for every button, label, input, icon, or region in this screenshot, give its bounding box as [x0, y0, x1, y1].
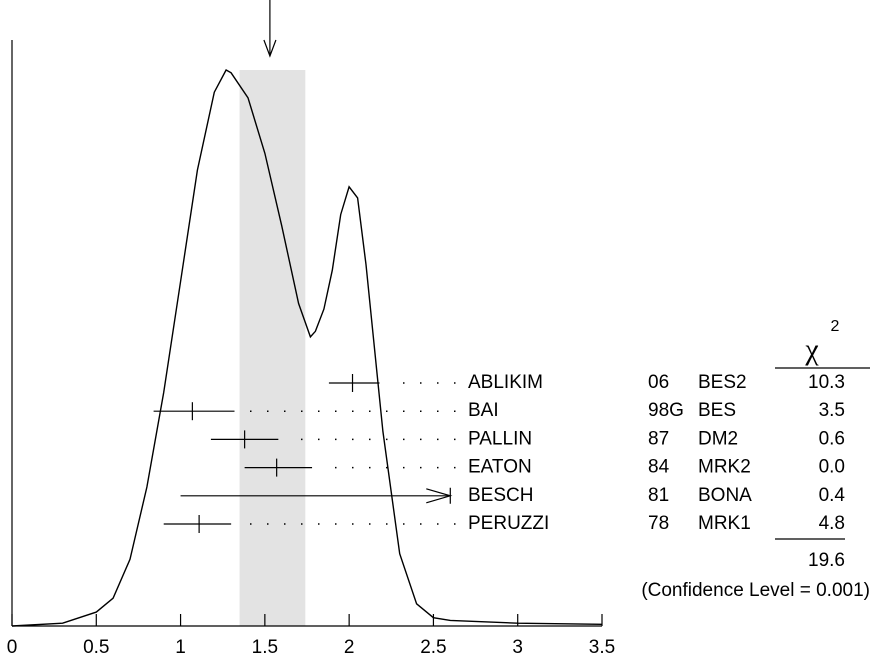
chi2-power: 2 — [831, 318, 840, 335]
x-tick-label: 3.5 — [589, 637, 615, 658]
name: BESCH — [468, 485, 533, 506]
ideogram-curve — [11, 69, 603, 627]
experiment: BES — [698, 400, 736, 421]
experiment: MRK1 — [698, 513, 751, 534]
average-band — [239, 70, 306, 626]
arrowhead — [426, 487, 453, 504]
x-tick-label: 0 — [7, 637, 18, 658]
x-tick-label: 3 — [512, 637, 523, 658]
chi2-total: 19.6 — [808, 550, 845, 571]
name: EATON — [468, 457, 532, 478]
x-tick-label: 2 — [344, 637, 355, 658]
year: 84 — [648, 457, 670, 478]
year: 81 — [648, 485, 669, 506]
x-tick-label: 2.5 — [420, 637, 446, 658]
chi2-symbol: χ — [804, 333, 819, 366]
x-tick-label: 1 — [175, 637, 186, 658]
name: BAI — [468, 400, 499, 421]
confidence-level: (Confidence Level = 0.001) — [641, 580, 870, 601]
year: 98G — [648, 400, 684, 421]
year: 87 — [648, 428, 669, 449]
experiment: BONA — [698, 485, 752, 506]
chi2: 0.0 — [819, 457, 845, 478]
average-arrowhead — [263, 39, 277, 58]
name: ABLIKIM — [468, 372, 543, 393]
chi2: 4.8 — [819, 513, 845, 534]
chi2: 0.4 — [819, 485, 846, 506]
name: PERUZZI — [468, 513, 549, 534]
x-tick-label: 0.5 — [83, 637, 109, 658]
experiment: BES2 — [698, 372, 747, 393]
experiment: MRK2 — [698, 457, 751, 478]
name: PALLIN — [468, 428, 532, 449]
chi2: 3.5 — [819, 400, 845, 421]
experiment: DM2 — [698, 428, 738, 449]
chi2: 0.6 — [819, 428, 845, 449]
chi2: 10.3 — [808, 372, 845, 393]
x-tick-label: 1.5 — [252, 637, 278, 658]
year: 06 — [648, 372, 669, 393]
year: 78 — [648, 513, 669, 534]
